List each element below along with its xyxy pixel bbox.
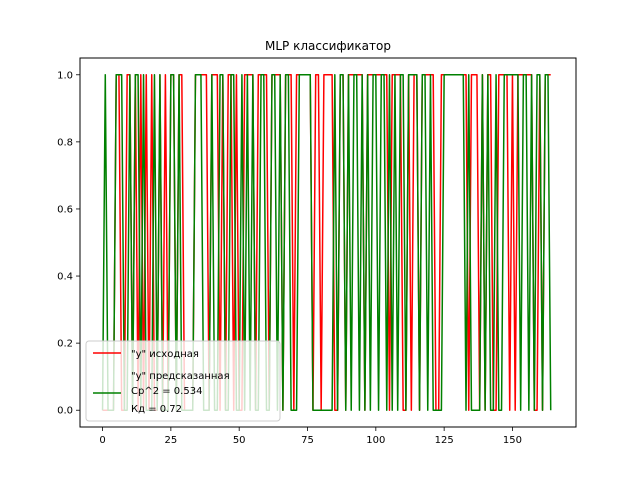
y-tick-label: 0.8 (57, 137, 73, 148)
x-tick-label: 125 (435, 435, 454, 446)
legend-metric-kd: Кд = 0.72 (131, 404, 182, 415)
legend: "y" исходная "y" предсказанная Cp^2 = 0.… (85, 340, 281, 422)
y-tick-label: 0.0 (57, 406, 73, 417)
legend-metric-cp2: Cp^2 = 0.534 (131, 386, 202, 397)
x-tick-label: 25 (164, 435, 177, 446)
x-tick-label: 75 (301, 435, 314, 446)
y-tick-label: 1.0 (57, 70, 73, 81)
x-tick-label: 50 (233, 435, 246, 446)
legend-label-predicted: "y" предсказанная (131, 371, 230, 382)
legend-label-original: "y" исходная (131, 349, 199, 360)
series-line-predicted (101, 74, 552, 411)
x-tick-label: 150 (503, 435, 522, 446)
plot-frame (79, 57, 577, 428)
legend-box (85, 340, 281, 422)
y-tick-label: 0.4 (57, 272, 73, 283)
y-tick-label: 0.2 (57, 339, 73, 350)
series-layer (101, 74, 552, 411)
y-tick-label: 0.6 (57, 204, 73, 215)
axes-layer: 0 25 50 75 100 125 150 0.0 0.2 0.4 0.6 0.8 1.0 (57, 70, 522, 446)
x-tick-label: 100 (366, 435, 385, 446)
x-tick-label: 0 (99, 435, 105, 446)
chart-title: MLP классификатор (265, 39, 391, 53)
